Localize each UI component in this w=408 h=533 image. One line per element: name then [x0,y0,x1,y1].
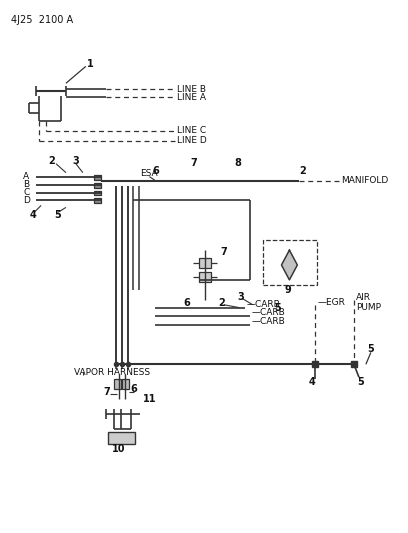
Text: —CARB: —CARB [252,317,286,326]
Text: 5: 5 [54,211,61,220]
Text: —CARB: —CARB [252,308,286,317]
Text: 7: 7 [104,387,111,397]
Text: LINE D: LINE D [177,136,207,146]
Text: LINE A: LINE A [177,93,206,102]
Text: 2: 2 [48,156,55,166]
Text: 2: 2 [218,298,225,308]
Bar [199,258,211,268]
Bar [94,198,101,204]
Text: 3: 3 [72,156,79,166]
Text: 5: 5 [357,377,364,387]
Text: 10: 10 [112,444,125,454]
Bar [113,379,121,389]
Text: D: D [23,196,30,205]
Text: LINE B: LINE B [177,85,206,94]
Text: C: C [23,188,29,197]
Bar [108,432,135,444]
Bar [94,183,101,188]
Text: 9: 9 [284,285,291,295]
Text: 6: 6 [131,384,137,394]
Text: 3: 3 [238,292,244,302]
Text: B: B [23,180,29,189]
Text: LINE C: LINE C [177,126,206,135]
Text: 5: 5 [275,303,281,313]
Text: 7: 7 [220,247,226,257]
Polygon shape [282,250,297,280]
Text: —EGR: —EGR [317,298,345,307]
Text: 4: 4 [29,211,36,220]
Text: 7: 7 [190,158,197,168]
Bar [122,379,129,389]
Text: 1: 1 [87,59,93,69]
Text: 4J25  2100 A: 4J25 2100 A [11,15,73,25]
Text: 2: 2 [299,166,306,176]
Text: A: A [23,172,29,181]
Text: MANIFOLD: MANIFOLD [341,176,388,185]
Text: 11: 11 [144,394,157,404]
Text: VAPOR HARNESS: VAPOR HARNESS [74,368,150,377]
Bar [263,240,317,285]
Bar [94,175,101,180]
Text: 6: 6 [152,166,159,176]
Text: 6: 6 [183,298,190,308]
Bar [94,190,101,196]
Text: ESA: ESA [140,169,158,178]
Text: 4: 4 [308,377,315,387]
Text: —CARB: —CARB [247,300,280,309]
Text: AIR: AIR [356,293,371,302]
Text: PUMP: PUMP [356,303,381,312]
Text: 8: 8 [235,158,242,168]
Text: 5: 5 [367,344,374,354]
Bar [199,272,211,282]
